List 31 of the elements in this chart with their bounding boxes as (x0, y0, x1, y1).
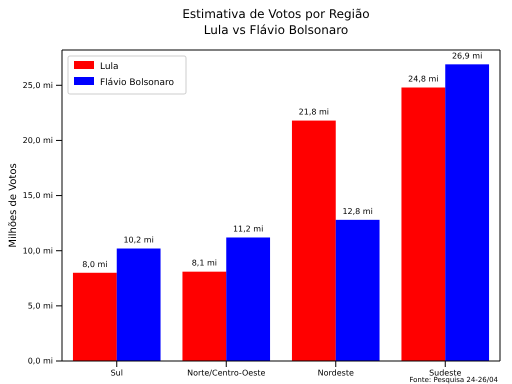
x-tick-label: Sul (110, 368, 123, 378)
y-tick-label: 20,0 mi (22, 136, 53, 145)
chart-title: Estimativa de Votos por Região (182, 7, 370, 21)
data-label: 10,2 mi (123, 236, 154, 245)
data-label: 26,9 mi (452, 51, 482, 60)
legend-label: Lula (100, 62, 119, 72)
y-tick-label: 15,0 mi (22, 191, 53, 200)
x-tick-label: Sudeste (429, 368, 462, 378)
y-tick-label: 25,0 mi (22, 80, 53, 90)
bar (336, 220, 380, 361)
y-tick-label: 5,0 mi (28, 301, 53, 310)
bar (72, 272, 117, 361)
data-label: 11,2 mi (232, 224, 264, 234)
bar (182, 272, 226, 361)
x-tick-label: Nordeste (318, 368, 354, 378)
bar (401, 87, 446, 361)
y-tick-label: 10,0 mi (22, 246, 53, 256)
data-label: 21,8 mi (298, 108, 330, 117)
data-label: 8,1 mi (192, 258, 217, 268)
data-label: 12,8 mi (342, 206, 373, 216)
bar (226, 237, 270, 361)
chart-subtitle: Lula vs Flávio Bolsonaro (204, 23, 348, 37)
y-tick-label: 0,0 mi (28, 356, 53, 366)
legend-label: Flávio Bolsonaro (100, 77, 174, 88)
data-label: 8,0 mi (82, 260, 108, 269)
bar (292, 120, 336, 361)
bar (116, 248, 161, 361)
data-label: 24,8 mi (408, 74, 439, 84)
x-tick-label: Norte/Centro-Oeste (187, 368, 266, 378)
bar (445, 64, 490, 361)
y-axis-title: Milhões de Votos (8, 163, 19, 248)
